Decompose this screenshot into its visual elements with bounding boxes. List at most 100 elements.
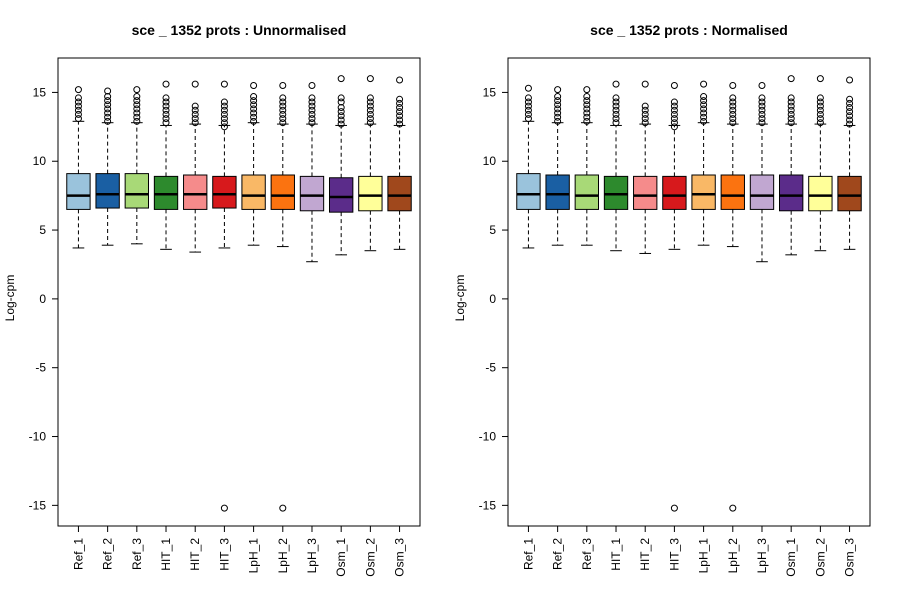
outlier-point	[612, 110, 620, 118]
outlier-point	[74, 86, 82, 94]
outlier-point	[104, 113, 112, 121]
y-axis-label: Log-cpm	[453, 275, 467, 322]
outlier-point	[554, 109, 562, 117]
outlier-point	[191, 110, 199, 118]
outlier-point	[700, 113, 708, 121]
x-tick-label: Osm_3	[393, 538, 407, 577]
outlier-point	[104, 101, 112, 109]
outlier-point	[554, 101, 562, 109]
outlier-point	[846, 104, 854, 112]
outlier-point	[279, 82, 287, 90]
outlier-point	[74, 106, 82, 114]
outlier-point	[74, 115, 82, 123]
outlier-point	[524, 115, 532, 123]
outlier-point	[191, 106, 199, 114]
outlier-point	[308, 82, 316, 90]
outlier-point	[162, 115, 170, 123]
box	[545, 174, 570, 210]
outlier-point	[279, 504, 287, 512]
outlier-point	[670, 82, 678, 90]
outlier-point	[220, 115, 228, 123]
outlier-point	[816, 115, 824, 123]
outlier-point	[337, 120, 345, 128]
outlier-point	[700, 93, 708, 101]
outlier-point	[396, 95, 404, 103]
outlier-point	[700, 80, 708, 88]
outlier-point	[191, 115, 199, 123]
box	[95, 173, 120, 209]
outlier-point	[612, 119, 620, 127]
outlier-point	[104, 117, 112, 125]
outlier-point	[220, 119, 228, 127]
outlier-point	[308, 94, 316, 102]
outlier-point	[641, 80, 649, 88]
outlier-point	[524, 84, 532, 92]
outlier-point	[787, 94, 795, 102]
outlier-point	[554, 86, 562, 94]
outlier-point	[670, 504, 678, 512]
outlier-point	[250, 93, 258, 101]
outlier-point	[700, 97, 708, 105]
outlier-point	[729, 106, 737, 114]
outlier-point	[337, 98, 345, 106]
chart-panel-normalised: sce _ 1352 prots : Normalised Log-cpm 15…	[453, 22, 871, 577]
outlier-point	[583, 97, 591, 105]
outlier-point	[554, 97, 562, 105]
outlier-point	[554, 105, 562, 113]
outlier-point	[729, 82, 737, 90]
outlier-point	[250, 117, 258, 125]
box	[633, 175, 658, 210]
y-tick-label: 5	[489, 223, 496, 237]
outlier-point	[396, 76, 404, 84]
x-tick-label: HIT_3	[217, 538, 231, 571]
outlier-point	[162, 80, 170, 88]
y-tick-label: 15	[483, 85, 497, 99]
outlier-point	[758, 94, 766, 102]
x-tick-label: LpH_2	[726, 538, 740, 574]
outlier-point	[191, 80, 199, 88]
outlier-point	[279, 115, 287, 123]
box	[837, 175, 862, 212]
outlier-point	[670, 98, 678, 106]
outlier-point	[524, 94, 532, 102]
outlier-point	[279, 110, 287, 118]
outlier-point	[104, 105, 112, 113]
outlier-point	[133, 109, 141, 117]
y-axis-label: Log-cpm	[3, 275, 17, 322]
outlier-point	[787, 106, 795, 114]
outlier-point	[133, 113, 141, 121]
outlier-point	[758, 115, 766, 123]
outlier-point	[787, 110, 795, 118]
outlier-point	[396, 120, 404, 128]
outlier-point	[366, 75, 374, 83]
y-tick-label: 15	[33, 85, 47, 99]
outlier-point	[700, 117, 708, 125]
outlier-point	[220, 98, 228, 106]
box	[574, 174, 599, 210]
outlier-point	[308, 98, 316, 106]
outlier-point	[220, 80, 228, 88]
outlier-point	[133, 97, 141, 105]
box	[153, 175, 179, 210]
outlier-point	[133, 93, 141, 101]
outlier-point	[396, 108, 404, 116]
y-tick-label: -15	[479, 498, 497, 512]
box	[299, 175, 325, 212]
outlier-point	[396, 99, 404, 107]
x-tick-label: Ref_1	[521, 538, 535, 570]
outlier-point	[583, 105, 591, 113]
outlier-point	[612, 94, 620, 102]
x-tick-label: LpH_3	[305, 538, 319, 574]
y-tick-label: -10	[29, 430, 47, 444]
outlier-point	[133, 117, 141, 125]
outlier-point	[816, 75, 824, 83]
outlier-point	[816, 94, 824, 102]
outlier-point	[133, 105, 141, 113]
box	[329, 177, 354, 213]
outlier-point	[250, 97, 258, 105]
outlier-point	[366, 115, 374, 123]
outlier-point	[366, 119, 374, 127]
box	[212, 175, 237, 209]
x-tick-label: LpH_2	[276, 538, 290, 574]
outlier-point	[366, 98, 374, 106]
